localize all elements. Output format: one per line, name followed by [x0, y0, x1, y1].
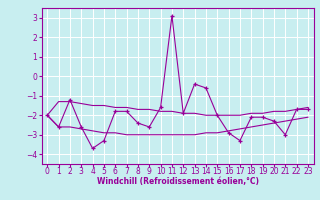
X-axis label: Windchill (Refroidissement éolien,°C): Windchill (Refroidissement éolien,°C) [97, 177, 259, 186]
